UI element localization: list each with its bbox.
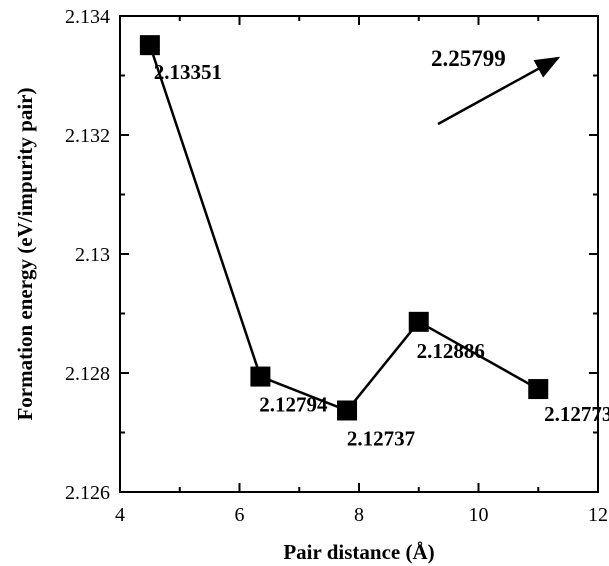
y-tick-label-1: 2.128 xyxy=(65,363,110,385)
ticks: 4 6 8 10 12 2.126 2.128 2.13 2.132 2.134 xyxy=(65,6,608,526)
data-point-4 xyxy=(528,379,549,400)
plot-frame xyxy=(119,15,599,493)
x-tick-label-2: 8 xyxy=(354,504,364,526)
x-tick-label-4: 12 xyxy=(588,504,608,526)
axes xyxy=(119,15,599,493)
annotation-arrow xyxy=(437,56,561,126)
x-tick-label-1: 6 xyxy=(235,504,245,526)
x-axis-title: Pair distance (Å) xyxy=(283,540,434,564)
data-label-1: 2.12794 xyxy=(259,393,328,417)
y-tick-label-0: 2.126 xyxy=(65,482,110,504)
series xyxy=(139,35,549,421)
y-tick-label-2: 2.13 xyxy=(75,244,110,266)
data-labels: 2.13351 2.12794 2.12737 2.12886 2.12773 xyxy=(154,60,609,450)
y-axis-title: Formation energy (eV/impurity pair) xyxy=(13,87,37,420)
y-tick-label-3: 2.132 xyxy=(65,125,110,147)
data-label-2: 2.12737 xyxy=(347,426,415,450)
data-label-0: 2.13351 xyxy=(154,60,222,84)
x-tick-label-0: 4 xyxy=(115,504,125,526)
annotation: 2.25799 xyxy=(431,46,561,126)
data-label-3: 2.12886 xyxy=(417,339,485,363)
data-point-1 xyxy=(250,366,271,387)
x-tick-label-3: 10 xyxy=(469,504,489,526)
data-label-4: 2.12773 xyxy=(544,402,609,426)
data-point-0 xyxy=(139,35,160,56)
data-point-2 xyxy=(337,400,358,421)
data-point-3 xyxy=(408,311,429,332)
y-tick-label-4: 2.134 xyxy=(65,6,110,28)
annotation-label: 2.25799 xyxy=(431,46,506,71)
